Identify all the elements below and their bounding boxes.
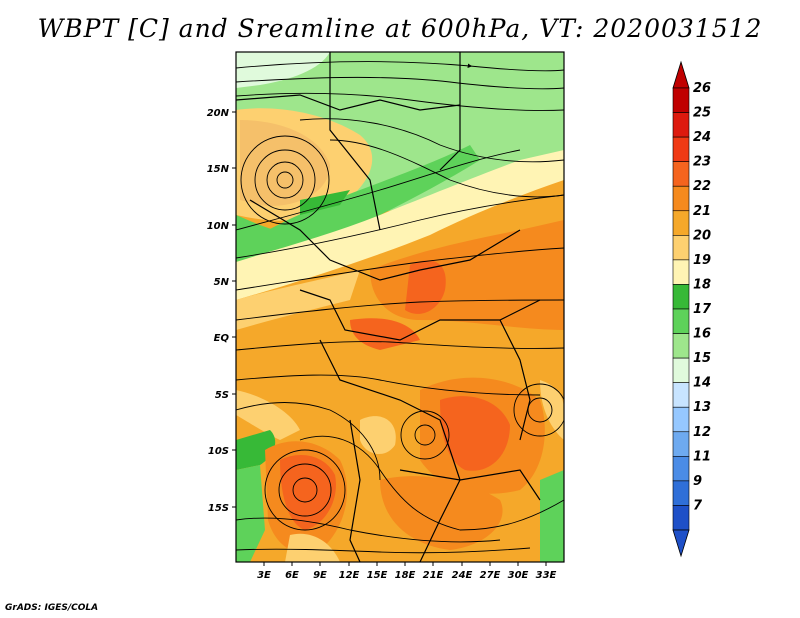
lat-axis [232,111,236,508]
colorbar-label: 18 [693,277,711,292]
colorbar-swatch [672,357,690,383]
lat-label-5n: 5N [214,277,230,288]
colorbar-swatch [672,210,690,236]
colorbar-label: 13 [693,400,711,415]
colorbar-label: 9 [693,474,702,489]
colorbar-swatch [672,284,690,310]
lon-label-27e: 27E [480,570,501,581]
colorbar-label: 26 [693,81,711,96]
colorbar-bottom-arrow-icon [672,529,690,558]
lat-label-eq: EQ [214,333,230,344]
credit-text: GrADS: IGES/COLA [5,603,99,613]
lon-label-3e: 3E [257,570,271,581]
lon-label-9e: 9E [313,570,327,581]
lon-label-30e: 30E [508,570,529,581]
colorbar-swatch [672,112,690,138]
lat-label-20n: 20N [207,108,230,119]
lat-label-15s: 15S [208,503,229,514]
colorbar-swatch [672,382,690,408]
colorbar-label: 14 [693,376,711,391]
lat-label-5s: 5S [215,390,229,401]
colorbar-label: 12 [693,425,711,440]
colorbar-label: 19 [693,253,711,268]
colorbar-label: 11 [693,449,711,464]
colorbar-swatch [672,87,690,113]
colorbar-top-arrow-icon [672,60,690,89]
lon-label-24e: 24E [452,570,473,581]
colorbar-swatch [672,480,690,506]
colorbar-label: 24 [693,130,711,145]
colorbar-swatch [672,406,690,433]
map-title: WBPT [C] and Sreamline at 600hPa, VT: 20… [37,14,763,43]
colorbar-swatch [672,431,690,457]
lon-label-33e: 33E [536,570,557,581]
colorbar-label: 16 [693,327,711,342]
colorbar-swatch [672,185,690,212]
map-frame [235,51,565,563]
lon-axis [263,562,547,566]
colorbar-label: 23 [693,155,711,170]
lon-label-15e: 15E [367,570,388,581]
colorbar-label: 21 [693,204,711,219]
streamlines [236,61,564,554]
colorbar-swatch [672,235,690,261]
colorbar-swatch [672,333,690,359]
colorbar-swatch [672,161,690,187]
lon-label-12e: 12E [339,570,360,581]
lat-label-10s: 10S [208,446,229,457]
country-borders [236,52,541,562]
colorbar-label: 17 [693,302,712,317]
lat-label-15n: 15N [207,164,230,175]
colorbar-label: 20 [693,228,711,243]
colorbar-label: 22 [693,179,711,194]
colorbar-swatch [672,308,690,334]
colorbar-label: 25 [693,106,711,121]
colorbar-label: 7 [693,498,703,513]
colorbar-swatch [672,505,690,531]
colorbar-swatch [672,259,690,285]
colorbar-label: 15 [693,351,711,366]
lat-label-10n: 10N [207,221,230,232]
colorbar-swatch [672,136,690,162]
colorbar: 26 25 24 23 22 21 20 19 18 17 16 15 14 13 12 11 9 7 [672,60,712,558]
colorbar-swatch [672,456,690,482]
map-field [236,52,564,562]
lon-label-21e: 21E [423,570,444,581]
lon-label-6e: 6E [285,570,299,581]
lon-label-18e: 18E [395,570,416,581]
